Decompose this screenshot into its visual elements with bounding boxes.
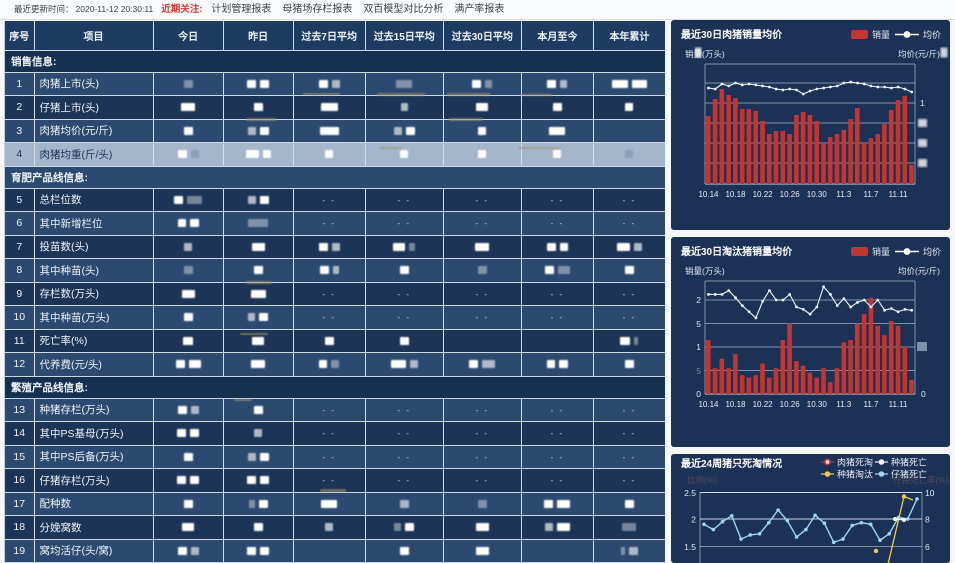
svg-text:仔猪死亡率(%): 仔猪死亡率(%) bbox=[893, 475, 949, 485]
svg-text:10: 10 bbox=[925, 488, 935, 498]
svg-text:0: 0 bbox=[921, 389, 926, 399]
svg-text:2: 2 bbox=[696, 295, 701, 305]
svg-text:均价(元/斤): 均价(元/斤) bbox=[898, 49, 940, 59]
svg-text:10.14: 10.14 bbox=[698, 190, 719, 199]
svg-text:10.26: 10.26 bbox=[780, 190, 801, 199]
svg-text:最近30日淘汰猪销量均价: 最近30日淘汰猪销量均价 bbox=[681, 245, 793, 258]
svg-text:销量(万头): 销量(万头) bbox=[685, 49, 725, 59]
svg-text:2.5: 2.5 bbox=[684, 488, 696, 498]
svg-text:11.7: 11.7 bbox=[864, 190, 880, 199]
svg-text:11.11: 11.11 bbox=[889, 190, 908, 199]
svg-text:2: 2 bbox=[691, 515, 696, 525]
svg-text:10.22: 10.22 bbox=[753, 190, 774, 199]
svg-text:11.7: 11.7 bbox=[864, 400, 880, 409]
svg-text:均价(元/斤): 均价(元/斤) bbox=[898, 266, 940, 276]
svg-text:5: 5 bbox=[696, 319, 701, 329]
svg-text:6: 6 bbox=[925, 542, 930, 552]
svg-text:最近24周猪只死淘情况: 最近24周猪只死淘情况 bbox=[681, 457, 782, 470]
svg-text:比例(%): 比例(%) bbox=[687, 475, 717, 485]
svg-text:均价: 均价 bbox=[923, 29, 941, 40]
svg-text:5: 5 bbox=[696, 366, 701, 376]
svg-text:销量: 销量 bbox=[872, 29, 890, 40]
svg-text:均价: 均价 bbox=[923, 246, 941, 257]
svg-text:销量: 销量 bbox=[872, 246, 890, 257]
svg-text:肉猪死淘: 肉猪死淘 bbox=[837, 457, 873, 468]
svg-text:10.30: 10.30 bbox=[807, 190, 828, 199]
svg-text:11.3: 11.3 bbox=[836, 190, 852, 199]
svg-text:10.18: 10.18 bbox=[725, 400, 746, 409]
svg-text:10.18: 10.18 bbox=[725, 190, 746, 199]
svg-text:11.11: 11.11 bbox=[889, 400, 908, 409]
svg-text:销量(万头): 销量(万头) bbox=[685, 266, 725, 276]
svg-text:1: 1 bbox=[920, 98, 925, 108]
svg-text:10.30: 10.30 bbox=[807, 400, 828, 409]
svg-text:种猪淘汰: 种猪淘汰 bbox=[837, 469, 873, 480]
svg-text:最近30日肉猪销量均价: 最近30日肉猪销量均价 bbox=[681, 28, 783, 41]
svg-text:种猪死亡: 种猪死亡 bbox=[891, 457, 927, 468]
svg-text:10.26: 10.26 bbox=[780, 400, 801, 409]
svg-text:1.5: 1.5 bbox=[684, 542, 696, 552]
svg-text:10.22: 10.22 bbox=[753, 400, 774, 409]
svg-text:11.3: 11.3 bbox=[836, 400, 852, 409]
svg-text:仔猪死亡: 仔猪死亡 bbox=[891, 469, 927, 480]
svg-text:8: 8 bbox=[925, 515, 930, 525]
svg-text:10.14: 10.14 bbox=[698, 400, 719, 409]
svg-text:1: 1 bbox=[696, 342, 701, 352]
svg-text:0: 0 bbox=[696, 389, 701, 399]
